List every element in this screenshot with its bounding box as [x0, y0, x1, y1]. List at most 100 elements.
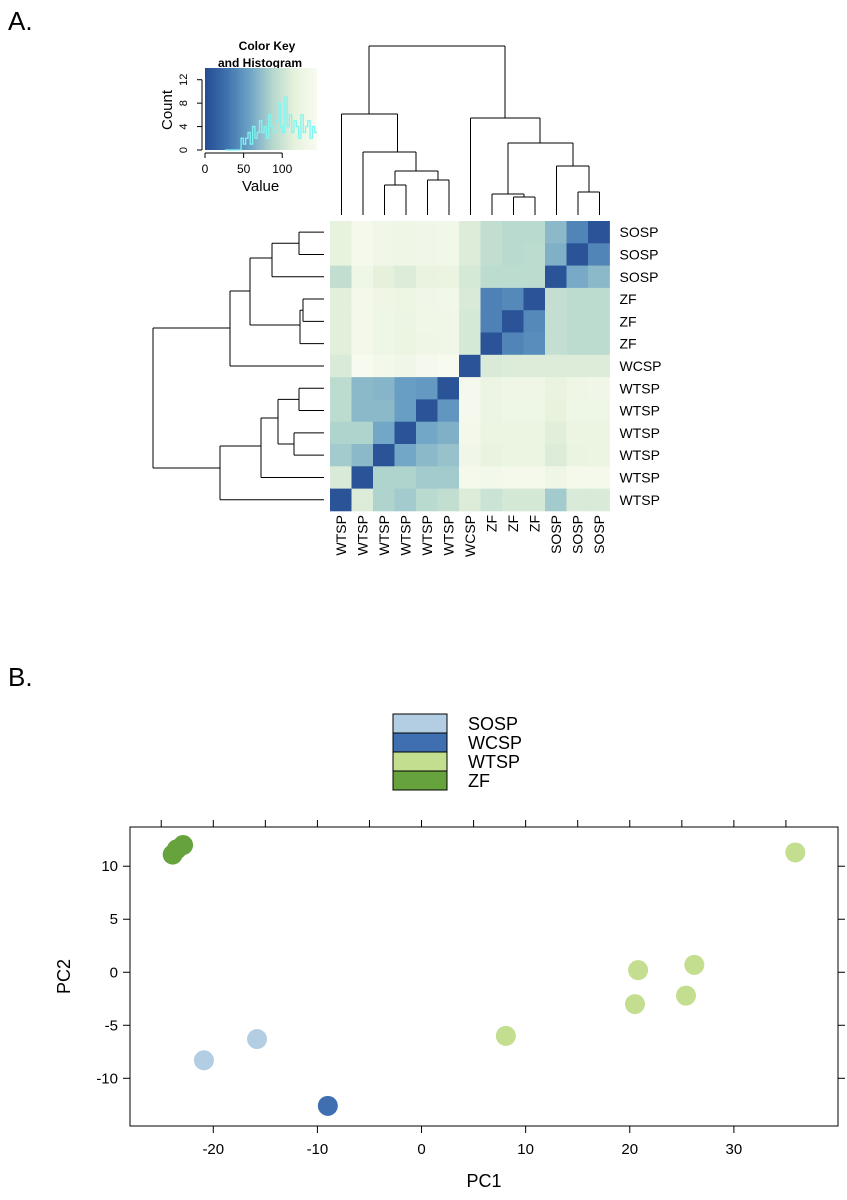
scatter-point-wtsp [495, 1025, 516, 1046]
x-tick-label: 0 [417, 1141, 425, 1158]
heatmap-cell [373, 243, 395, 266]
heatmap-cell [330, 265, 352, 289]
heatmap-cell [373, 466, 395, 489]
heatmap-cell [416, 377, 438, 400]
col-label: SOSP [548, 515, 564, 554]
heatmap-cell [416, 221, 438, 244]
row-label: WTSP [620, 380, 660, 396]
heatmap-cell [459, 221, 481, 244]
color-key-x-tick-label: 0 [202, 162, 209, 176]
heatmap-cell [330, 377, 352, 400]
heatmap-cell [416, 265, 438, 289]
heatmap-cell [502, 444, 524, 467]
heatmap-cell [502, 287, 524, 311]
heatmap-cell [566, 421, 589, 445]
heatmap-cell [459, 421, 481, 445]
scatter-point-sosp [193, 1050, 214, 1071]
heatmap-cell [394, 221, 417, 244]
heatmap-cell [394, 399, 417, 423]
heatmap-cell [523, 444, 546, 467]
heatmap-cell [588, 421, 610, 445]
heatmap-cell [480, 421, 503, 445]
heatmap-cell [545, 377, 567, 400]
heatmap-cell [502, 221, 524, 244]
heatmap-cell [588, 265, 610, 289]
heatmap-cell [437, 243, 460, 266]
heatmap-cell [330, 287, 352, 311]
heatmap-cell [351, 377, 374, 400]
heatmap-cell [502, 466, 524, 489]
col-label: ZF [526, 515, 542, 532]
heatmap-cell [351, 243, 374, 266]
heatmap-cell [588, 399, 610, 423]
heatmap-cell [523, 377, 546, 400]
row-label: WTSP [620, 469, 660, 485]
color-key-y-tick-label: 8 [178, 100, 190, 106]
row-label: WTSP [620, 425, 660, 441]
heatmap-cell [394, 287, 417, 311]
col-label: WTSP [376, 515, 392, 555]
heatmap-cell [373, 488, 395, 512]
heatmap-cell [588, 466, 610, 489]
heatmap-cell [416, 287, 438, 311]
heatmap-cell [588, 377, 610, 400]
heatmap-cell [523, 310, 546, 333]
scatter-point-wtsp [624, 994, 645, 1015]
heatmap-cell [394, 354, 417, 378]
heatmap-cell [330, 399, 352, 423]
heatmap-cell [351, 444, 374, 467]
heatmap-cell [502, 243, 524, 266]
heatmap-cell [588, 310, 610, 333]
heatmap-cell [351, 421, 374, 445]
heatmap-cell [373, 310, 395, 333]
heatmap-cell [502, 377, 524, 400]
row-label: WCSP [620, 358, 662, 374]
plot-frame [129, 826, 839, 1127]
row-label: ZF [620, 313, 637, 329]
col-label: WTSP [440, 515, 456, 555]
row-label: WTSP [620, 403, 660, 419]
heatmap-cell [502, 399, 524, 423]
col-label: WCSP [462, 515, 478, 557]
heatmap-cell [416, 466, 438, 489]
col-label: WTSP [354, 515, 370, 555]
x-tick-label: 20 [621, 1141, 638, 1158]
heatmap-cell [566, 488, 589, 512]
heatmap-cell [416, 310, 438, 333]
heatmap-cell [394, 310, 417, 333]
heatmap-cell [566, 399, 589, 423]
heatmap-cell [330, 488, 352, 512]
heatmap-cell [480, 243, 503, 266]
heatmap-cell [480, 354, 503, 378]
scatter-point-sosp [247, 1029, 268, 1050]
heatmap-cell [480, 287, 503, 311]
heatmap-cell [523, 287, 546, 311]
heatmap-cell [566, 466, 589, 489]
heatmap-cell [394, 332, 417, 356]
color-key-title: Color Key [239, 39, 296, 53]
heatmap-cell [588, 332, 610, 356]
heatmap-grid [330, 221, 610, 512]
color-key-y-tick-label: 12 [178, 74, 190, 86]
heatmap-cell [330, 243, 352, 266]
heatmap-cell [545, 265, 567, 289]
heatmap-cell [545, 488, 567, 512]
heatmap-cell [523, 332, 546, 356]
scatter-point-wtsp [628, 960, 649, 981]
heatmap-cell [480, 466, 503, 489]
heatmap-cell [545, 221, 567, 244]
heatmap-col-labels: WTSP WTSP WTSP WTSP WTSP WTSP WCSP ZF ZF ZF SOSP SO… [333, 515, 607, 557]
heatmap-cell [545, 466, 567, 489]
heatmap-cell [566, 287, 589, 311]
heatmap-cell [502, 354, 524, 378]
heatmap-cell [545, 310, 567, 333]
heatmap-cell [416, 444, 438, 467]
col-label: WTSP [333, 515, 349, 555]
heatmap-cell [351, 332, 374, 356]
heatmap-cell [330, 354, 352, 378]
heatmap-cell [588, 243, 610, 266]
heatmap-cell [459, 265, 481, 289]
heatmap-cell [566, 221, 589, 244]
color-key-x-tick-label: 100 [272, 162, 292, 176]
